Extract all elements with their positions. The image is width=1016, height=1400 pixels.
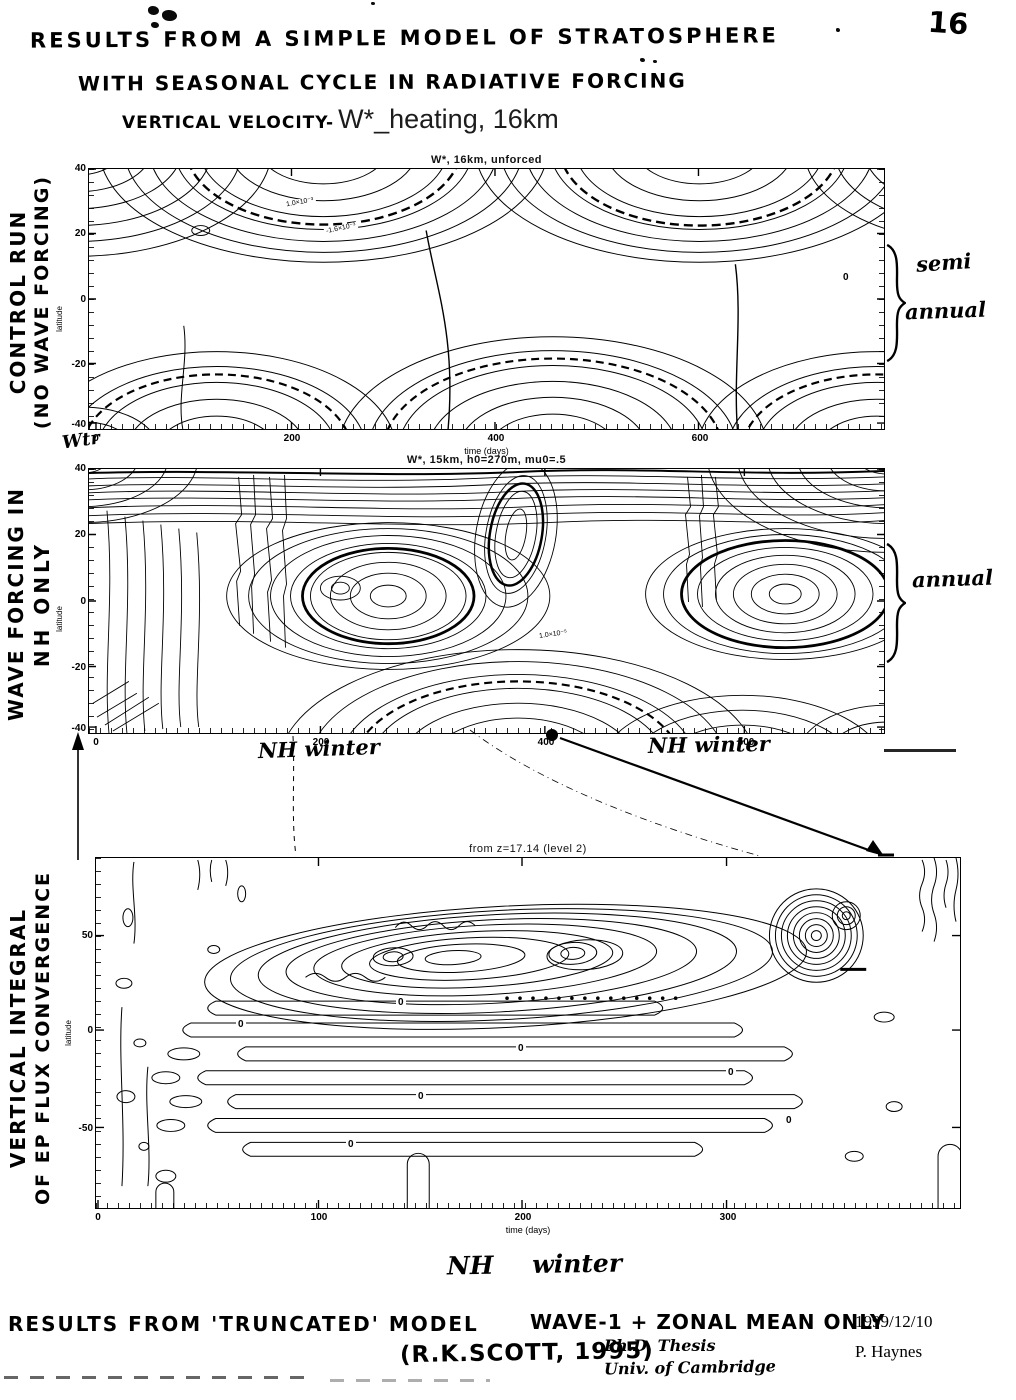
plot1-minor-ticks-bottom [89,424,884,429]
plot3-panel: from z=17.14 (level 2) [64,843,961,1235]
plot1-xtick: 0 [93,433,99,444]
plot2-ylabel: latitude [55,606,64,632]
plot1-annotation-semi: semi [915,248,973,277]
plot2-ytick: 20 [74,529,86,540]
plot3-xtick: 200 [514,1212,532,1223]
plot3-zero-contour-label: 0 [516,1043,526,1054]
page-title-line-1: RESULTS FROM A SIMPLE MODEL OF STRATOSPH… [29,23,779,53]
plot1-brace [886,244,906,362]
plot2-ytick: -40 [71,723,86,734]
plot3-zero-contour-label: 0 [396,997,406,1008]
plot1-xlabel: time (days) [464,446,509,456]
plot3-ylabel: latitude [64,1020,73,1046]
scan-mark [884,749,956,752]
page-subtitle: VERTICAL VELOCITY- W*_heating, 16km [122,104,559,135]
plot2-title: W*, 15km, h0=270m, mu0=.5 [406,454,567,466]
plot3-xtick: 300 [719,1212,737,1223]
plot2-minor-ticks-right [879,469,884,733]
plot2-ytick: 0 [80,596,86,607]
footer-date: 1999/12/10 [855,1312,933,1331]
scan-speck [653,60,657,63]
scan-speck [151,22,159,28]
plot3-title: from z=17.14 (level 2) [469,843,587,855]
scan-speck [371,2,375,5]
scan-speck [836,28,840,32]
scan-smear [4,1376,304,1379]
plot3-zero-contour-label: 0 [346,1139,356,1150]
plot2-annotation-annual: annual [911,564,994,593]
plot3-ytick: 50 [81,930,93,941]
plot1-xtick: 200 [283,433,301,444]
plot2-xtick: 400 [537,737,555,748]
plot3-ytick: -50 [78,1123,93,1134]
plot1-ytick: 40 [74,163,86,174]
plot1-ytick: -40 [71,419,86,430]
footer-thesis-line-2: Univ. of Cambridge [603,1356,777,1379]
plot1-zero-contour-label: 0 [841,272,851,283]
subtitle-handwritten: VERTICAL VELOCITY- [122,113,335,133]
plot3-contour-lines [96,858,960,1208]
plot1-ytick: 20 [74,228,86,239]
plot2-brace [886,543,906,663]
nh-winter-annotation-right: NH winter [647,730,771,759]
plot2-ytick: 40 [74,463,86,474]
plot3-side-label-1: VERTICAL INTEGRAL [6,907,30,1169]
page-number: 16 [926,4,970,42]
plot2-panel: W*, 15km, h0=270m, mu0=.5 [55,454,885,748]
footer-results-line-a: RESULTS FROM 'TRUNCATED' MODEL [8,1312,479,1336]
plot2-side-label-2: NH ONLY [30,540,54,668]
subtitle-printed: W*_heating, 16km [338,104,559,134]
scan-speck [148,6,159,15]
plot3-zero-contour-label: 0 [726,1067,736,1078]
plot1-minor-ticks-right [879,169,884,429]
plot1-side-label-1: CONTROL RUN [6,209,30,395]
plot1-title: W*, 16km, unforced [430,154,543,166]
plot3-xtick: 0 [95,1212,101,1223]
plot2-ytick: -20 [71,662,86,673]
plot1-minor-ticks-left [89,169,94,429]
plot1-xtick: 400 [487,433,505,444]
plot3-zero-contour-label: 0 [784,1115,794,1126]
plot1-side-label-2: (NO WAVE FORCING) [31,174,53,430]
plot1-ylabel: latitude [55,306,64,332]
plot2-minor-ticks-bottom [89,728,884,733]
plot3-zero-contour-label: 0 [236,1019,246,1030]
page-title-line-2: WITH SEASONAL CYCLE IN RADIATIVE FORCING [77,68,687,96]
plot2-xtick: 0 [93,737,99,748]
plot2-xtick: 200 [312,737,330,748]
plot1-ytick: -20 [71,359,86,370]
plot1-ytick: 0 [80,294,86,305]
footer-author: P. Haynes [855,1342,923,1361]
nh-winter-annotation-left: NH winter [257,733,381,764]
plot3-caption-nh-winter: NH winter [446,1248,623,1281]
plot3-zero-contour-label: 0 [416,1091,426,1102]
plot2-side-label-1: WAVE FORCING IN [4,487,28,721]
plot3-minor-ticks-left [96,858,101,1208]
plot3-ytick: 0 [87,1025,93,1036]
plot2-contour-lines [89,469,884,733]
plot3-side-label-2: OF EP FLUX CONVERGENCE [32,870,54,1206]
scan-speck [162,10,177,21]
plot3-minor-ticks-bottom [96,1203,960,1208]
plot1-annotation-annual: annual [904,296,987,325]
plot2-xtick: 500 [737,737,755,748]
footer-results-line-b: WAVE-1 + ZONAL MEAN ONLY [530,1310,886,1334]
annotation-arrows [72,729,894,860]
scan-speck [640,58,645,62]
scan-smear [330,1379,490,1382]
plot3-xtick: 100 [310,1212,328,1223]
plot1-contour-lines [89,169,884,429]
plot1-xtick: 600 [691,433,709,444]
plot1-panel: W*, 16km, unforced [55,154,885,456]
plot3-xlabel: time (days) [505,1225,551,1235]
plot2-minor-ticks-left [89,469,94,733]
footer-thesis-line-1: Ph.D. Thesis [604,1336,716,1355]
